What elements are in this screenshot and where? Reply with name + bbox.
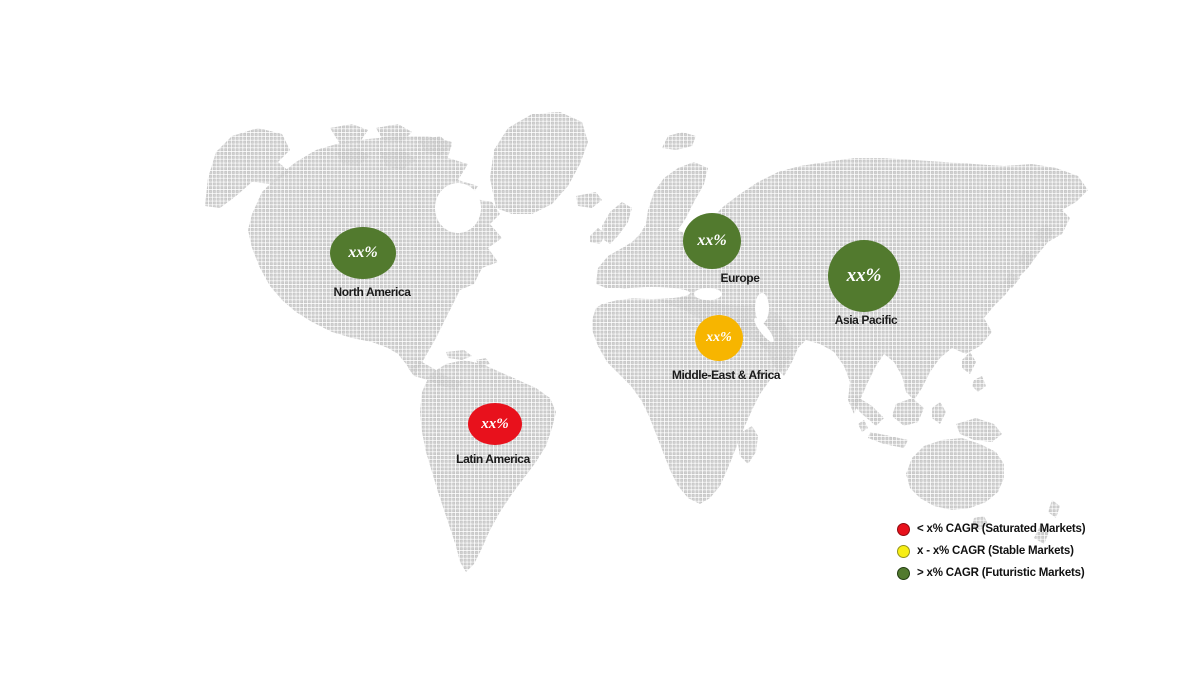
- map-indonesia: [852, 396, 946, 448]
- map-seas: [435, 183, 774, 343]
- bubble-middle-east-africa[interactable]: xx%: [695, 315, 743, 361]
- legend-item-stable: x - x% CAGR (Stable Markets): [897, 544, 1085, 558]
- map-south-america: [420, 360, 556, 572]
- legend-swatch-yellow: [897, 544, 910, 558]
- map-sri-lanka: [858, 420, 868, 432]
- bubble-europe[interactable]: xx%: [683, 213, 741, 269]
- bubble-label-europe: Europe: [720, 271, 760, 285]
- bubble-value-north-america: xx%: [348, 244, 378, 261]
- bubble-value-asia-pacific: xx%: [846, 265, 882, 286]
- legend-swatch-green: [897, 566, 910, 580]
- map-iceland: [576, 192, 602, 208]
- map-new-zealand: [1034, 500, 1060, 544]
- legend-label-saturated: < x% CAGR (Saturated Markets): [917, 523, 1086, 535]
- map-madagascar: [738, 426, 758, 464]
- bubble-north-america[interactable]: xx%: [330, 227, 396, 279]
- legend-label-stable: x - x% CAGR (Stable Markets): [917, 545, 1074, 557]
- legend-item-saturated: < x% CAGR (Saturated Markets): [897, 522, 1086, 536]
- map-svalbard: [662, 132, 696, 150]
- map-japan: [1004, 224, 1054, 288]
- map-tasmania: [972, 516, 988, 530]
- bubble-latin-america[interactable]: xx%: [468, 403, 522, 445]
- map-greenland: [490, 112, 588, 214]
- map-philippines: [962, 352, 986, 392]
- bubble-label-asia-pacific: Asia Pacific: [834, 313, 898, 327]
- bubble-value-latin-america: xx%: [481, 415, 509, 432]
- legend-item-futuristic: > x% CAGR (Futuristic Markets): [897, 566, 1085, 580]
- bubble-value-middle-east-africa: xx%: [706, 330, 732, 345]
- map-australia: [906, 438, 1004, 510]
- bubble-label-middle-east-africa: Middle-East & Africa: [671, 368, 781, 382]
- map-new-guinea: [956, 418, 1002, 442]
- legend-label-futuristic: > x% CAGR (Futuristic Markets): [917, 567, 1085, 579]
- legend-swatch-red: [897, 522, 910, 536]
- bubble-label-north-america: North America: [333, 285, 411, 299]
- bubble-asia-pacific[interactable]: xx%: [828, 240, 900, 312]
- legend: < x% CAGR (Saturated Markets) x - x% CAG…: [897, 522, 1086, 580]
- bubble-value-europe: xx%: [697, 232, 727, 249]
- map-africa: [592, 296, 794, 504]
- map-british-isles: [590, 202, 632, 244]
- map-arctic-islands: [330, 124, 452, 170]
- map-alaska: [205, 128, 290, 208]
- bubble-label-latin-america: Latin America: [456, 452, 530, 466]
